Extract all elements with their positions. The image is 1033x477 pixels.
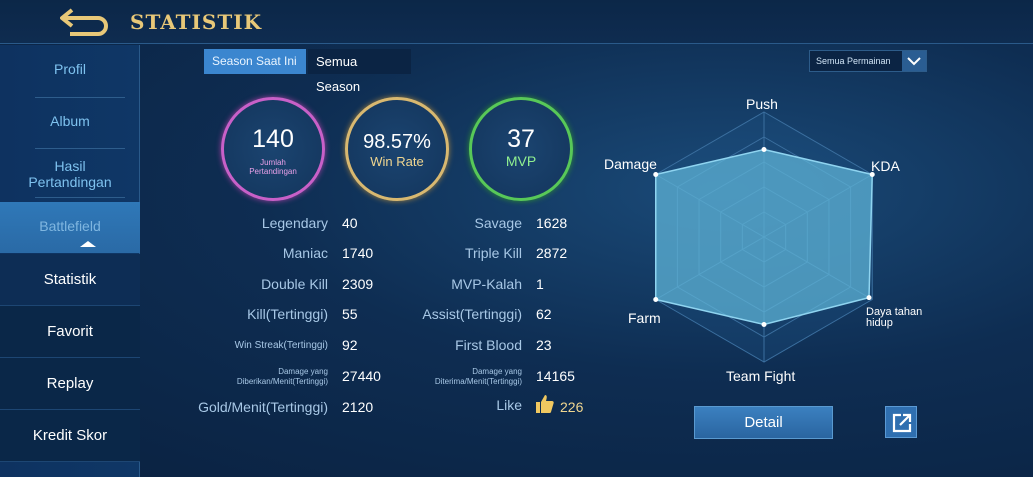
winrate-circle: 98.57% Win Rate — [345, 97, 449, 201]
stat-value: 14165 — [536, 368, 575, 384]
mode-filter-dropdown[interactable]: Semua Permainan — [809, 50, 927, 72]
stat-value: 40 — [342, 215, 358, 231]
mvp-value: 37 — [507, 125, 535, 153]
share-button[interactable] — [885, 406, 917, 438]
thumbs-up-icon[interactable] — [535, 394, 555, 414]
sidebar-divider — [35, 197, 125, 198]
radar-data-point — [761, 147, 767, 152]
sidebar-item-profil[interactable]: Profil — [54, 61, 86, 77]
sidebar-item-label: Hasil Pertandingan — [28, 158, 112, 190]
stat-value: 1628 — [536, 215, 568, 231]
radar-data-point — [761, 322, 767, 327]
stat-label: Double Kill — [261, 276, 328, 292]
chevron-up-icon — [80, 241, 96, 247]
radar-data-area — [654, 148, 874, 326]
sidebar-divider — [0, 357, 140, 358]
like-count: 226 — [560, 399, 584, 415]
radar-label-daya-tahan-hidup: Daya tahan hidup — [866, 306, 923, 329]
mvp-label: MVP — [505, 153, 537, 169]
radar-label-kda: KDA — [871, 158, 900, 174]
sidebar-divider — [0, 409, 140, 410]
stat-label: Damage yang Diterima/Menit(Tertinggi) — [434, 367, 522, 386]
stat-value: 1740 — [342, 245, 374, 261]
external-link-icon — [892, 413, 912, 433]
sidebar-subitem-kredit-skor[interactable]: Kredit Skor — [0, 410, 140, 461]
stat-label: Maniac — [282, 245, 328, 261]
sidebar-item-label: Battlefield — [39, 218, 101, 234]
stat-value: 2872 — [536, 245, 568, 261]
stat-label: MVP-Kalah — [451, 276, 522, 292]
dropdown-arrow — [902, 51, 926, 71]
stat-label: Legendary — [261, 215, 328, 231]
stat-label: Gold/Menit(Tertinggi) — [198, 399, 328, 415]
stat-value: 92 — [342, 337, 358, 353]
matches-label: Jumlah Pertandingan — [249, 158, 297, 176]
stat-value: 2120 — [342, 399, 374, 415]
page-title: STATISTIK — [130, 10, 262, 34]
radar-label-team-fight: Team Fight — [726, 368, 796, 384]
radar-data-point — [866, 295, 872, 301]
winrate-value: 98.57% — [363, 131, 431, 153]
detail-button[interactable]: Detail — [694, 406, 833, 439]
stat-value: 23 — [536, 337, 552, 353]
matches-value: 140 — [252, 125, 294, 153]
stat-value: 55 — [342, 306, 358, 322]
like-label: Like — [496, 397, 522, 413]
stat-label: Damage yang Diberikan/Menit(Tertinggi) — [236, 367, 328, 386]
dropdown-value: Semua Permainan — [816, 56, 891, 66]
stat-label: Triple Kill — [464, 245, 522, 261]
stat-label: Assist(Tertinggi) — [422, 306, 522, 322]
stat-label: Savage — [474, 215, 522, 231]
stat-label: Win Streak(Tertinggi) — [234, 340, 328, 351]
stat-label: Kill(Tertinggi) — [247, 306, 328, 322]
radar-data-point — [869, 172, 875, 177]
radar-data-point — [653, 297, 659, 302]
radar-data-point — [653, 172, 659, 177]
stat-label: First Blood — [455, 337, 522, 353]
stat-value: 27440 — [342, 368, 381, 384]
sidebar-item-battlefield[interactable]: Battlefield — [0, 202, 140, 253]
radar-chart — [590, 90, 940, 390]
matches-circle: 140 Jumlah Pertandingan — [221, 97, 325, 201]
sidebar-divider — [35, 148, 125, 149]
mvp-circle: 37 MVP — [469, 97, 573, 201]
winrate-label: Win Rate — [370, 154, 424, 169]
radar-label-push: Push — [746, 96, 778, 112]
radar-label-farm: Farm — [628, 310, 661, 326]
sidebar-subitem-replay[interactable]: Replay — [0, 358, 140, 409]
sidebar-divider — [35, 97, 125, 98]
sidebar-item-album[interactable]: Album — [50, 113, 90, 129]
radar-label-damage: Damage — [604, 156, 657, 172]
radar-svg — [653, 111, 875, 363]
tab-season-saat-ini[interactable]: Season Saat Ini — [204, 49, 306, 74]
back-arrow-icon[interactable] — [60, 6, 112, 36]
sidebar-subitem-statistik[interactable]: Statistik — [0, 254, 140, 305]
stat-value: 2309 — [342, 276, 374, 292]
tab-semua-season[interactable]: Semua Season — [308, 49, 411, 94]
header-bar: STATISTIK — [0, 0, 1033, 44]
sidebar-item-hasil-pertandingan[interactable]: Hasil Pertandingan — [0, 158, 140, 190]
chevron-down-icon — [907, 57, 921, 66]
sidebar-divider — [0, 461, 140, 462]
sidebar-divider — [0, 305, 140, 306]
sidebar-subitem-favorit[interactable]: Favorit — [0, 306, 140, 357]
stat-value: 62 — [536, 306, 552, 322]
sidebar: Profil Album Hasil Pertandingan Battlefi… — [0, 45, 140, 477]
stat-value: 1 — [536, 276, 544, 292]
